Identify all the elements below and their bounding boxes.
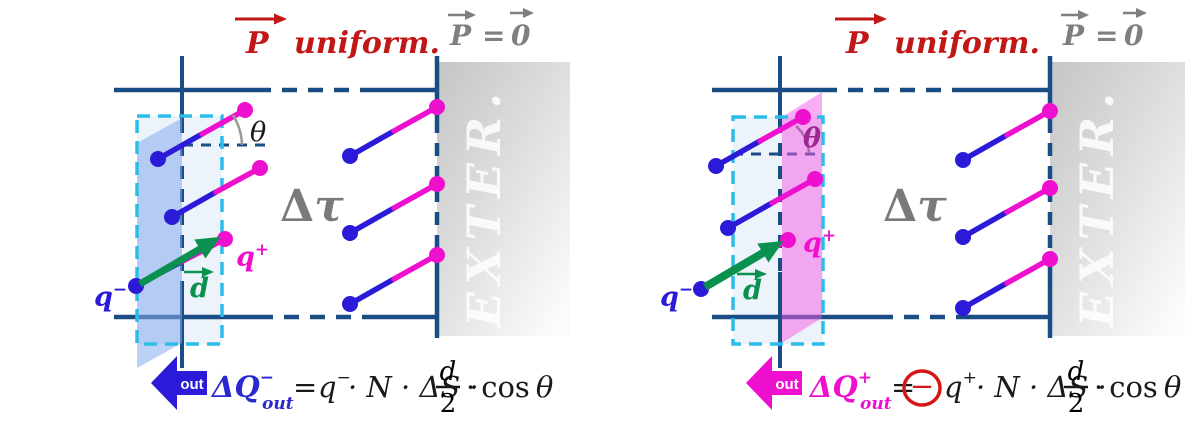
field-zero-label: P = 0 — [1061, 8, 1147, 52]
svg-text:2: 2 — [440, 389, 457, 419]
panel-right: EXTER. — [660, 8, 1185, 419]
charge-positive-label: q+ — [803, 226, 836, 259]
dipole — [708, 109, 811, 174]
svg-text:2: 2 — [1068, 389, 1085, 419]
exterior-block — [1050, 62, 1185, 336]
svg-text:d: d — [1068, 357, 1085, 387]
svg-text:uniform.: uniform. — [294, 26, 440, 61]
polarization-title: P uniform. — [235, 13, 440, 61]
svg-text:=: = — [1095, 19, 1118, 52]
formula-positive-charge-out: ΔQ+ out = − q+ · N · ΔS · d 2 · cos θ — [808, 357, 1181, 419]
minus-sign: − — [910, 369, 934, 403]
theta-arc — [231, 114, 244, 146]
dipole — [342, 176, 445, 241]
charge-term: q+ — [944, 368, 977, 404]
circled-minus-icon — [902, 369, 942, 407]
cos-term: · cos θ — [466, 370, 553, 404]
svg-text:P: P — [245, 26, 270, 61]
theta-arc — [795, 125, 811, 154]
charge-negative-label: q− — [94, 280, 127, 313]
exterior-label: EXTER. — [457, 85, 511, 329]
svg-text:0: 0 — [511, 19, 531, 52]
charge-negative-label: q− — [660, 280, 693, 313]
dipole — [955, 103, 1058, 168]
panel-left: EXTER. — [94, 8, 570, 419]
theta-angle-label: θ — [250, 117, 266, 148]
svg-text:P: P — [449, 19, 472, 52]
dipole — [342, 247, 445, 312]
slab-parallelogram — [137, 118, 182, 368]
displacement-label: d — [190, 273, 209, 304]
fraction-d-over-2: d 2 — [1064, 357, 1088, 419]
out-arrow-label: out — [775, 376, 798, 393]
dipole — [342, 99, 445, 164]
out-arrow — [746, 356, 802, 410]
formula-negative-charge-out: ΔQ− out = q− · N · ΔS · d 2 · cos θ — [210, 357, 553, 419]
dipole — [955, 180, 1058, 245]
displacement-label: d — [743, 275, 762, 306]
cos-term: · cos θ — [1094, 370, 1181, 404]
polarization-title: P uniform. — [835, 13, 1040, 61]
out-arrow — [151, 356, 207, 410]
volume-label: Δτ — [280, 181, 344, 232]
exterior-label: EXTER. — [1070, 85, 1124, 329]
displacement-vector-arrow — [702, 240, 784, 291]
displacement-vector-arrow — [138, 236, 221, 288]
equals-sign: = — [293, 370, 317, 404]
delta-s-surface-rect — [731, 115, 825, 346]
svg-text:P: P — [1062, 19, 1085, 52]
formula-lhs: ΔQ− out — [210, 368, 294, 414]
slab-parallelogram — [782, 92, 822, 343]
svg-text:0: 0 — [1124, 19, 1144, 52]
exterior-block — [437, 62, 570, 336]
theta-angle-label: θ — [803, 123, 821, 154]
fraction-d-over-2: d 2 — [436, 357, 460, 419]
dipole — [164, 160, 268, 225]
charge-positive-label: q+ — [236, 240, 269, 273]
dipole — [955, 251, 1058, 316]
svg-text:=: = — [482, 19, 505, 52]
field-zero-label: P = 0 — [448, 8, 534, 52]
svg-text:P: P — [845, 26, 870, 61]
volume-label: Δτ — [883, 181, 947, 232]
charge-term: q− — [318, 368, 351, 404]
formula-lhs: ΔQ+ out — [808, 368, 892, 414]
svg-text:uniform.: uniform. — [894, 26, 1040, 61]
dipole — [150, 102, 253, 167]
out-arrow-label: out — [180, 376, 203, 393]
dipole — [720, 171, 823, 236]
svg-text:d: d — [440, 357, 457, 387]
delta-s-surface-rect — [135, 114, 224, 346]
